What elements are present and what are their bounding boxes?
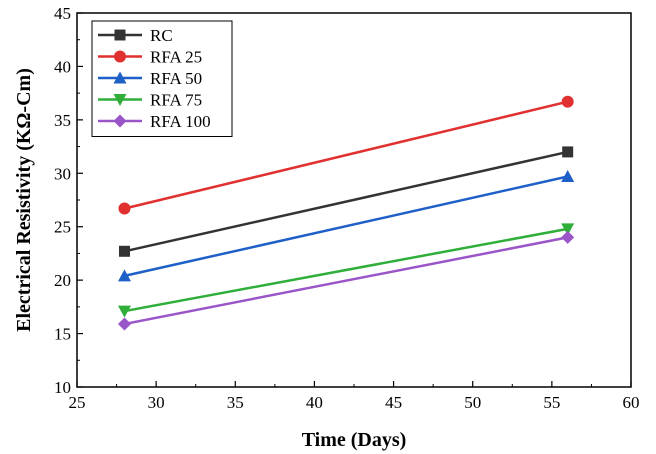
series-rc [118,146,574,257]
legend-item: RFA 75 [98,91,202,110]
legend-label: RFA 50 [150,69,202,88]
data-point [561,95,574,108]
data-point [117,317,131,331]
data-point [118,245,130,257]
y-tick-label: 45 [54,4,71,23]
legend-marker [113,114,127,128]
data-point [561,230,575,244]
y-tick-label: 10 [54,378,71,397]
legend-marker [114,50,126,63]
legend-item: RFA 50 [98,69,202,88]
y-tick-label: 35 [54,111,71,130]
series-line [124,175,568,278]
y-tick-label: 30 [54,164,71,183]
y-tick-label: 20 [54,271,71,290]
y-tick-label: 15 [54,325,71,344]
x-tick-label: 60 [623,393,640,412]
y-tick-label: 40 [54,57,71,76]
x-axis-ticks: 25 30 35 40 45 50 55 60 [69,381,640,412]
series-line [124,100,568,210]
legend-marker [114,29,126,41]
legend-label: RFA 75 [150,91,202,110]
x-tick-label: 35 [227,393,244,412]
data-point [117,269,131,282]
y-tick-label: 25 [54,218,71,237]
y-axis-label: Electrical Resistivity (KΩ-Cm) [13,68,35,332]
legend-item: RC [98,26,173,45]
legend-label: RFA 25 [150,48,202,67]
legend-item: RFA 100 [98,112,211,131]
data-point [118,202,131,215]
legend-label: RFA 100 [150,112,211,131]
series-line [124,236,568,326]
x-tick-label: 30 [148,393,165,412]
legend: RC RFA 25 RFA 50 RFA 75 RFA 100 [91,20,233,137]
series-rfa-25 [118,95,574,215]
x-tick-label: 40 [306,393,323,412]
data-point [117,305,131,318]
legend-marker [113,94,127,106]
x-tick-label: 55 [543,393,560,412]
y-axis-ticks: 10 15 20 25 30 35 40 45 [54,4,83,397]
series-rfa-50 [117,169,575,282]
series-rfa-75 [117,223,575,318]
legend-marker [113,71,127,84]
x-tick-label: 25 [69,393,86,412]
series-lines [117,95,575,331]
data-point [561,169,575,182]
series-line [124,150,568,253]
data-point [562,146,574,158]
legend-label: RC [150,26,173,45]
data-point [561,223,575,236]
x-tick-label: 45 [385,393,402,412]
x-tick-label: 50 [464,393,481,412]
x-axis-label: Time (Days) [302,429,407,451]
series-line [124,227,568,313]
legend-item: RFA 25 [98,48,202,67]
series-rfa-100 [117,230,575,331]
